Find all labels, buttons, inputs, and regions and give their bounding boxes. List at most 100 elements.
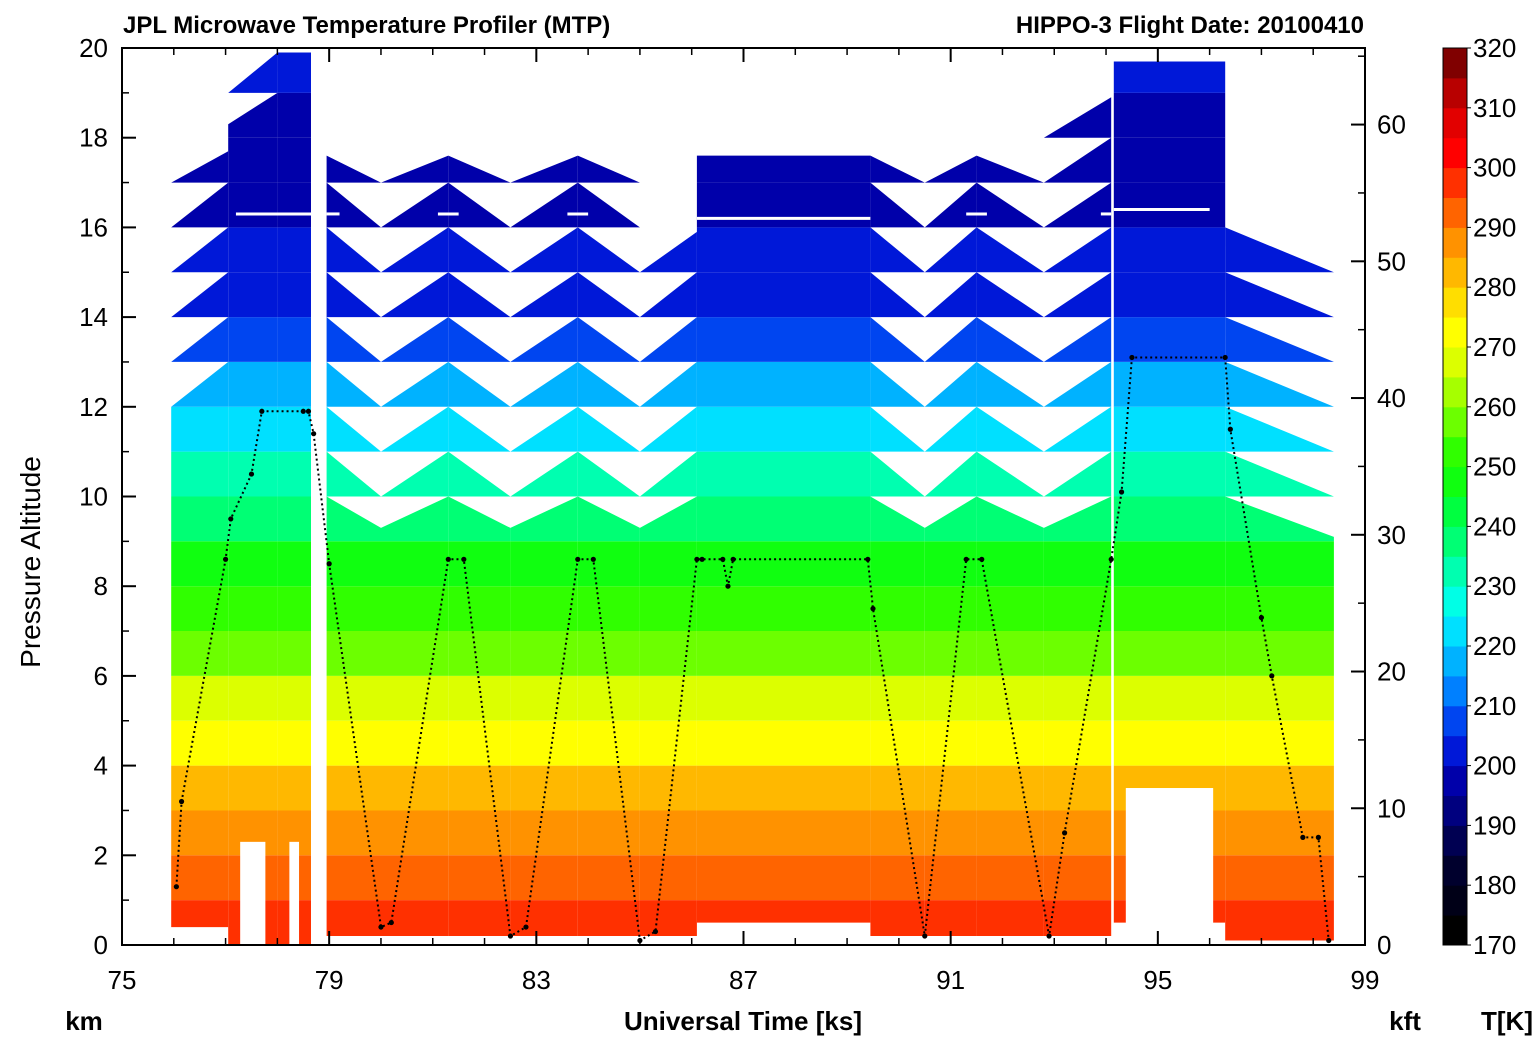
curtain-band — [924, 272, 977, 318]
curtain-band — [326, 675, 381, 721]
aircraft-altitude-point — [248, 471, 255, 477]
y-axis-label: Pressure Altitude — [15, 456, 46, 668]
curtain-band — [696, 810, 871, 856]
colorbar-swatch — [1443, 616, 1467, 647]
curtain-band — [228, 182, 278, 228]
data-gap — [1125, 788, 1214, 945]
curtain-band — [171, 451, 229, 497]
curtain-band — [1225, 810, 1334, 856]
aircraft-altitude-point — [979, 556, 985, 562]
curtain-band — [277, 675, 311, 721]
curtain-band — [448, 720, 511, 766]
colorbar-swatch — [1443, 317, 1467, 348]
colorbar-tick-label: 230 — [1473, 571, 1516, 601]
x-tick-label: 83 — [522, 965, 551, 995]
curtain-band — [1225, 631, 1334, 676]
x-tick-label: 79 — [315, 965, 344, 995]
chart-title-left: JPL Microwave Temperature Profiler (MTP) — [123, 12, 610, 39]
curtain-band — [639, 720, 697, 766]
curtain-band — [510, 451, 578, 497]
y-tick-label-km: 0 — [94, 930, 108, 960]
curtain-band — [448, 361, 511, 407]
curtain-band — [976, 406, 1044, 452]
aircraft-altitude-point — [311, 431, 317, 437]
colorbar-swatch — [1443, 48, 1467, 79]
curtain-band — [577, 720, 640, 766]
curtain-band — [924, 675, 977, 721]
axes: 75 79 83 87 91 95 99 0 2 4 6 8 10 12 14 16 18 20 0 10 20 30 40… — [79, 33, 1406, 995]
curtain-band — [381, 631, 449, 676]
curtain-band — [639, 900, 697, 936]
curtain-band — [870, 361, 925, 407]
colorbar-swatch — [1443, 137, 1467, 169]
curtain-band — [696, 586, 871, 631]
aircraft-altitude-point — [378, 924, 384, 930]
aircraft-altitude-point — [652, 928, 659, 935]
aircraft-altitude-point — [963, 556, 969, 562]
curtain-band — [1043, 855, 1112, 901]
curtain-band — [577, 361, 640, 407]
curtain-band — [381, 227, 449, 273]
curtain-band — [277, 541, 311, 587]
curtain-band — [448, 182, 511, 228]
curtain-band — [171, 631, 229, 676]
curtain-band — [1225, 675, 1334, 721]
curtain-band — [1225, 855, 1334, 901]
curtain-band — [924, 496, 977, 542]
curtain-band — [924, 855, 977, 901]
colorbar-swatch — [1443, 556, 1467, 587]
curtain-band — [924, 155, 977, 183]
curtain-band — [1043, 496, 1112, 542]
curtain-band — [277, 361, 311, 407]
aircraft-altitude-point — [222, 556, 229, 562]
curtain-band — [1043, 631, 1112, 676]
colorbar-tick-label: 240 — [1473, 511, 1516, 541]
curtain-band — [1225, 361, 1334, 407]
aircraft-altitude-point — [178, 798, 185, 805]
curtain-band — [228, 227, 278, 273]
curtain-band — [381, 765, 449, 811]
curtain-band — [1043, 810, 1112, 856]
y-tick-label-kft: 10 — [1377, 793, 1406, 823]
curtain-band — [1043, 97, 1112, 138]
curtain-band — [639, 231, 697, 273]
curtain-band — [510, 496, 578, 542]
curtain-band — [448, 496, 511, 542]
curtain-band — [448, 675, 511, 721]
curtain-band — [1113, 406, 1226, 452]
curtain-band — [326, 810, 381, 856]
curtain-band — [448, 317, 511, 362]
colorbar-tick-label: 300 — [1473, 153, 1516, 183]
aircraft-altitude-point — [326, 561, 332, 567]
curtain-band — [639, 317, 697, 362]
curtain-band — [870, 155, 925, 183]
curtain-band — [577, 451, 640, 497]
curtain-band — [381, 496, 449, 542]
curtain-band — [577, 496, 640, 542]
curtain-band — [1113, 541, 1226, 587]
curtain-band — [924, 406, 977, 452]
curtain-band — [1225, 227, 1334, 273]
colorbar-swatch — [1443, 406, 1467, 438]
curtain-band — [277, 227, 311, 273]
aircraft-altitude-point — [1315, 834, 1321, 840]
curtain-band — [639, 810, 697, 856]
colorbar-swatch — [1443, 77, 1467, 109]
aircraft-altitude-point — [922, 933, 928, 939]
y-tick-label-kft: 40 — [1377, 383, 1406, 413]
left-axis-unit: km — [65, 1006, 103, 1036]
curtain-band — [696, 720, 871, 766]
y-tick-label-km: 6 — [94, 661, 108, 691]
curtain-band — [277, 720, 311, 766]
curtain-band — [696, 675, 871, 721]
curtain-band — [924, 900, 977, 936]
curtain-band — [696, 227, 871, 273]
curtain-band — [1225, 720, 1334, 766]
curtain-band — [228, 720, 278, 766]
curtain-band — [870, 765, 925, 811]
curtain-band — [870, 675, 925, 721]
curtain-band — [510, 272, 578, 318]
curtain-band — [924, 541, 977, 587]
curtain-band — [1043, 361, 1112, 407]
